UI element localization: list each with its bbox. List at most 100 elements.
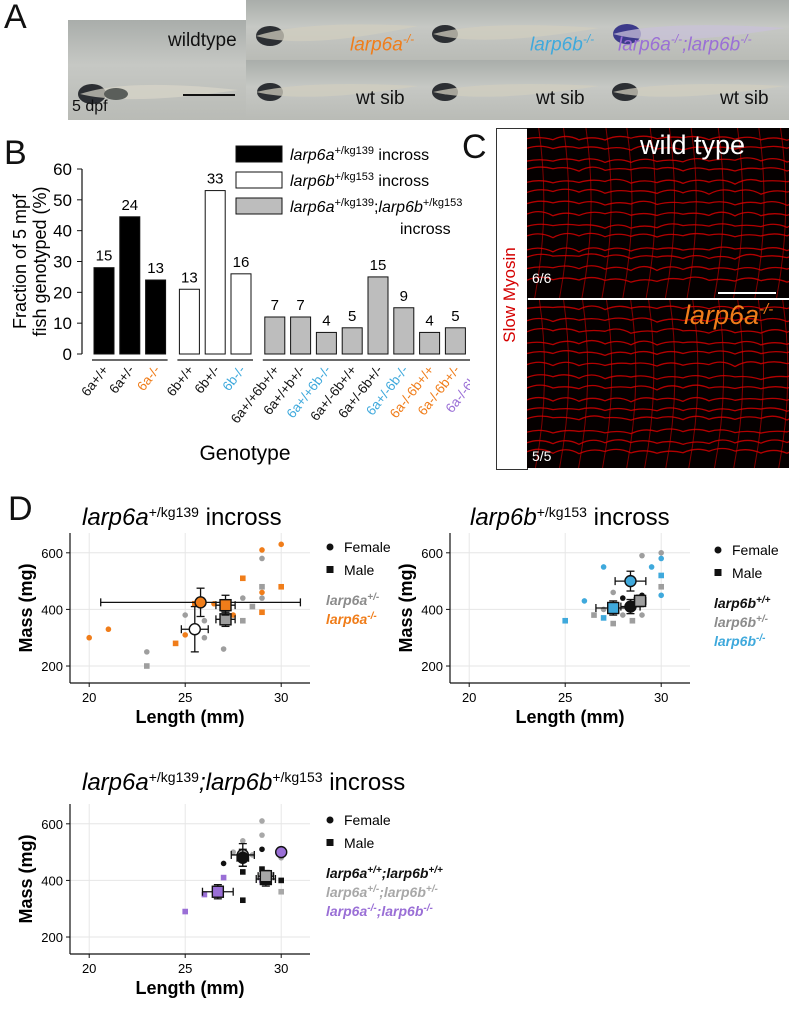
bar-count-label: 7: [296, 297, 304, 314]
data-point: [240, 837, 246, 844]
bar: [230, 273, 252, 355]
mean-point: [624, 574, 637, 588]
data-point: [610, 620, 616, 627]
x-tick-label: 6a+/-: [106, 363, 137, 397]
fish-larva-icon: [256, 83, 418, 101]
mean-point: [275, 845, 288, 859]
bar: [315, 331, 337, 355]
bar-count-label: 13: [147, 260, 164, 277]
x-tick-label: 25: [558, 690, 572, 705]
muscle-septum: [581, 128, 592, 298]
bar-count-label: 16: [233, 254, 250, 271]
muscle-septum: [776, 128, 787, 298]
legend-male-label: Male: [344, 835, 375, 851]
muscle-fiber: [527, 178, 789, 185]
legend-female-icon: [326, 816, 334, 824]
data-point: [182, 612, 188, 618]
muscle-septum: [754, 128, 765, 298]
panel-label-d: D: [8, 490, 33, 528]
muscle-fiber: [527, 428, 789, 435]
muscle-fiber: [527, 396, 789, 403]
data-point: [639, 612, 645, 618]
x-axis-label: Length (mm): [136, 707, 245, 727]
bar: [264, 316, 286, 355]
data-point: [240, 617, 246, 624]
muscle-fiber: [527, 145, 789, 151]
muscle-fiber: [527, 211, 789, 217]
muscle-fiber: [527, 415, 789, 421]
muscle-septum: [601, 128, 612, 298]
data-point: [105, 626, 112, 633]
bar-count-label: 9: [400, 288, 408, 305]
muscle-fiber: [527, 265, 789, 272]
x-tick-label: 30: [274, 690, 288, 705]
legend-female-label: Female: [344, 539, 391, 555]
legend-male-label: Male: [344, 562, 375, 578]
legend-label: larp6a+/kg139 incross: [290, 145, 429, 164]
panel-label-b: B: [4, 134, 27, 172]
x-tick-label: 25: [178, 690, 192, 705]
bar: [444, 327, 466, 355]
bar-count-label: 24: [121, 197, 138, 214]
data-point: [639, 552, 645, 559]
muscle-septum: [626, 300, 637, 468]
legend-female-icon: [714, 546, 722, 554]
muscle-fiber: [527, 327, 789, 335]
data-point: [240, 595, 246, 601]
label-larp6b-mutant: larp6b-/-: [530, 32, 595, 56]
muscle-fiber: [527, 188, 789, 195]
muscle-fiber: [527, 135, 789, 141]
fish-image-wildtype: [68, 20, 246, 120]
slow-myosin-label: Slow Myosin: [500, 247, 519, 343]
legend-male-icon: [714, 569, 722, 576]
bar: [119, 216, 141, 355]
label-larp6a-mutant: larp6a-/-: [350, 32, 415, 56]
muscle-septum: [644, 300, 655, 468]
legend-genotype-label: larp6b-/-: [714, 633, 766, 650]
fish-larva-icon: [78, 84, 238, 104]
data-point: [591, 612, 597, 618]
data-point: [240, 869, 246, 875]
bar: [419, 331, 441, 355]
data-point: [201, 891, 208, 898]
muscle-septum: [645, 128, 656, 298]
mean-point: [259, 869, 273, 883]
x-axis-label: Length (mm): [136, 978, 245, 998]
x-axis-label: Genotype: [199, 442, 290, 465]
muscle-fiber: [527, 253, 789, 260]
x-tick-label: 30: [654, 690, 668, 705]
muscle-fiber: [527, 439, 789, 446]
data-point: [562, 617, 568, 624]
mean-point: [211, 885, 225, 898]
legend-genotype-label: larp6a+/+;larp6b+/+: [326, 865, 443, 882]
x-axis-label: Length (mm): [516, 707, 625, 727]
data-point: [610, 589, 616, 596]
muscle-fibers-icon: [527, 128, 789, 298]
muscle-septum: [664, 128, 676, 298]
label-wt-sib-1: wt sib: [356, 88, 405, 109]
bar: [93, 267, 115, 355]
legend-label-suffix: incross: [400, 221, 451, 238]
legend-genotype-label: larp6b+/+: [714, 595, 771, 612]
bar-count-label: 13: [181, 269, 198, 286]
fish-image-larp6b-mutant: [423, 0, 603, 60]
y-tick-label: 200: [421, 659, 443, 674]
count-wild-type: 6/6: [532, 270, 552, 286]
muscle-fiber: [527, 339, 789, 346]
muscle-fiber: [527, 276, 789, 283]
muscle-fiber: [527, 246, 789, 253]
muscle-fiber: [527, 350, 789, 357]
data-point: [278, 541, 285, 548]
label-wt-sib-3: wt sib: [720, 88, 769, 109]
bar-count-label: 7: [271, 297, 279, 314]
y-tick-label: 50: [53, 191, 72, 210]
muscle-septum: [778, 300, 789, 468]
muscle-septum: [622, 128, 633, 298]
label-wt-sib-2: wt sib: [536, 88, 585, 109]
muscle-septum: [688, 300, 699, 468]
y-tick-label: 0: [63, 345, 72, 364]
muscle-septum: [559, 128, 570, 298]
muscle-fiber: [527, 374, 789, 381]
scatter-double-incross: larp6a+/kg139;larp6b+/kg153 incross 20 25 3…: [16, 769, 443, 998]
data-point: [144, 649, 150, 655]
